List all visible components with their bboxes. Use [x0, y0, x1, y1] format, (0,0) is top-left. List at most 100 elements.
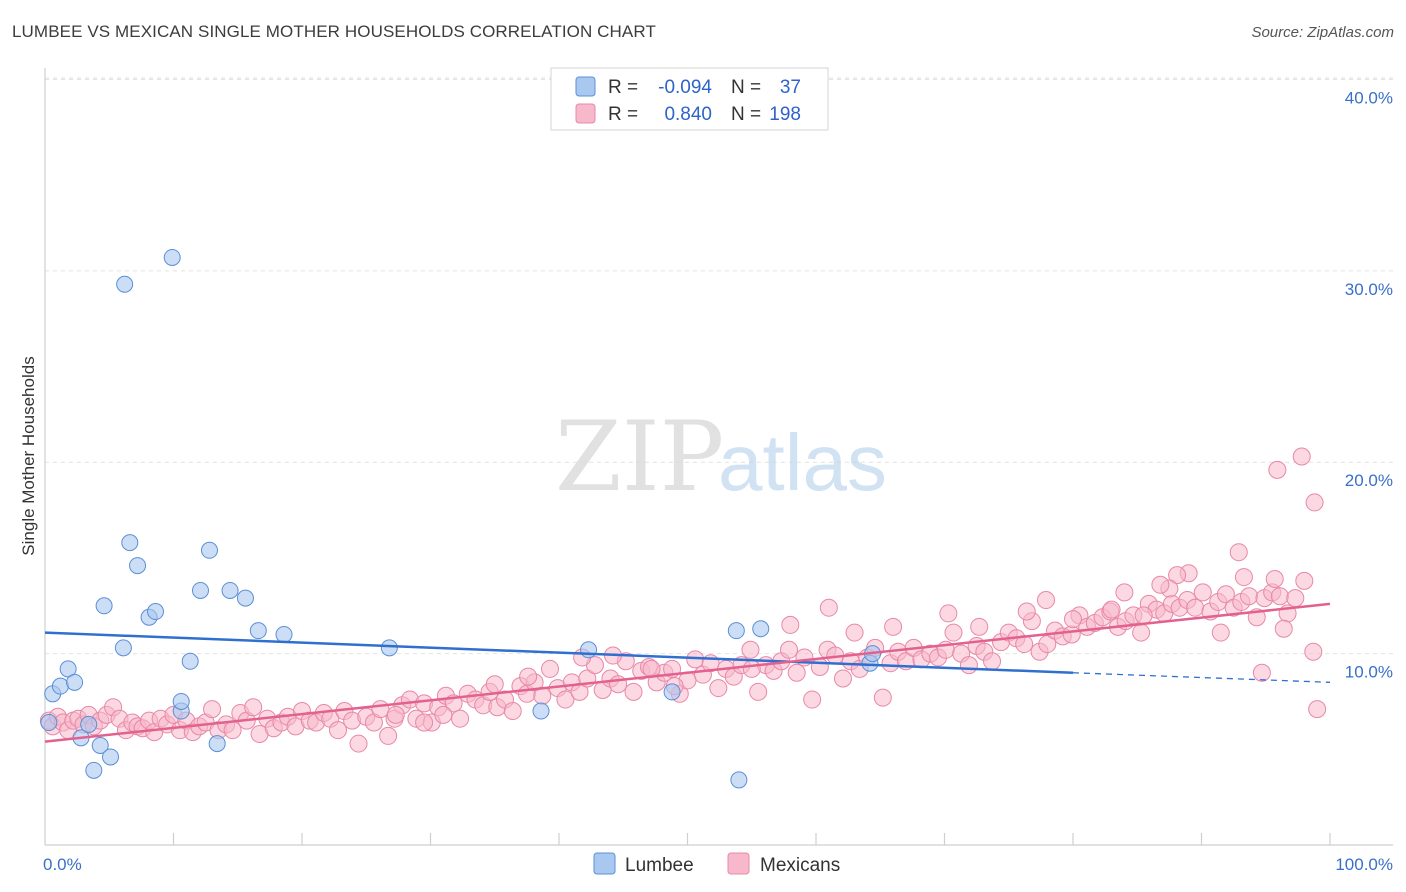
lumbee-point: [249, 622, 267, 640]
lumbee-point: [116, 275, 134, 293]
lumbee-point: [147, 603, 165, 621]
mexicans-point: [386, 705, 405, 724]
mexicans-point: [1295, 571, 1314, 590]
mexicans-point: [379, 726, 398, 745]
mexicans-point: [328, 721, 347, 740]
mexicans-point: [1308, 700, 1327, 719]
lumbee-point: [129, 557, 147, 575]
mexicans-point: [819, 598, 838, 617]
x-tick-label-max: 100.0%: [1335, 855, 1393, 874]
legend-bottom: Lumbee Mexicans: [593, 852, 840, 876]
y-axis-label: Single Mother Households: [19, 356, 38, 555]
mexicans-point: [485, 675, 504, 694]
mexicans-point: [1268, 460, 1287, 479]
lumbee-point: [51, 677, 69, 695]
mexicans-point: [541, 659, 560, 678]
watermark: ZIP atlas: [555, 401, 887, 513]
lumbee-point: [80, 715, 98, 733]
mexicans-point: [1211, 623, 1230, 642]
watermark-atlas: atlas: [718, 418, 887, 507]
mexicans-point: [845, 623, 864, 642]
mexicans-point: [741, 640, 760, 659]
y-tick-label: 40.0%: [1345, 88, 1393, 107]
lumbee-point: [102, 748, 120, 766]
mexicans-point: [1304, 642, 1323, 661]
mexicans-point: [1062, 625, 1081, 644]
mexicans-points: [39, 447, 1327, 753]
source-credit: Source: ZipAtlas.com: [1251, 24, 1394, 41]
mexicans-point: [833, 669, 852, 688]
mexicans-point: [349, 734, 368, 753]
mexicans-point: [803, 690, 822, 709]
mexicans-point: [810, 658, 829, 677]
mexicans-point: [1216, 585, 1235, 604]
legend-bottom-lumbee-swatch: [593, 852, 616, 875]
mexicans-point: [1038, 635, 1057, 654]
mexicans-point: [244, 698, 263, 717]
watermark-zip: ZIP: [555, 401, 724, 513]
mexicans-point: [1265, 569, 1284, 588]
mexicans-point: [1115, 583, 1134, 602]
lumbee-point: [727, 622, 745, 640]
x-ticks: [172, 833, 1331, 845]
legend-lumbee-n-label: N =: [731, 77, 761, 98]
mexicans-point: [959, 656, 978, 675]
lumbee-point: [752, 620, 770, 638]
mexicans-point: [1229, 543, 1248, 562]
mexicans-point: [1234, 568, 1253, 587]
mexicans-point: [1151, 575, 1170, 594]
lumbee-point: [191, 581, 209, 599]
mexicans-point: [1186, 598, 1205, 617]
mexicans-point: [1240, 587, 1259, 606]
y-tick-label: 30.0%: [1345, 280, 1393, 299]
mexicans-point: [519, 667, 538, 686]
mexicans-point: [1102, 600, 1121, 619]
mexicans-point: [624, 682, 643, 701]
lumbee-trend-extension: [1072, 672, 1331, 683]
mexicans-point: [203, 700, 222, 719]
legend-mexicans-r-value: 0.840: [664, 104, 712, 125]
lumbee-point: [663, 683, 681, 701]
lumbee-point: [380, 639, 398, 657]
mexicans-point: [503, 702, 522, 721]
mexicans-point: [709, 679, 728, 698]
mexicans-point: [1274, 619, 1293, 638]
mexicans-point: [609, 675, 628, 694]
trend-lines: [44, 602, 1331, 743]
mexicans-point: [415, 713, 434, 732]
y-tick-label: 20.0%: [1345, 471, 1393, 490]
mexicans-point: [939, 604, 958, 623]
mexicans-point: [787, 663, 806, 682]
mexicans-point: [1017, 602, 1036, 621]
mexicans-point: [434, 705, 453, 724]
mexicans-point: [1270, 587, 1289, 606]
legend-mexicans-r-label: R =: [608, 104, 638, 125]
legend-lumbee-n-value: 37: [780, 77, 801, 98]
mexicans-point: [749, 682, 768, 701]
lumbee-trend-line: [44, 631, 1074, 675]
mexicans-point: [944, 623, 963, 642]
lumbee-point: [236, 589, 254, 607]
mexicans-point: [780, 640, 799, 659]
lumbee-point: [172, 692, 190, 710]
legend-bottom-mexicans-swatch: [727, 852, 750, 875]
mexicans-point: [983, 652, 1002, 671]
y-tick-label: 10.0%: [1345, 663, 1393, 682]
mexicans-point: [556, 690, 575, 709]
legend-mexicans-n-label: N =: [731, 104, 761, 125]
mexicans-point: [884, 617, 903, 636]
lumbee-points: [40, 248, 882, 789]
mexicans-point: [1193, 583, 1212, 602]
lumbee-point: [580, 641, 598, 659]
lumbee-point: [163, 248, 181, 266]
lumbee-point: [730, 771, 748, 789]
y-tick-labels: 10.0% 20.0% 30.0% 40.0%: [1345, 88, 1393, 681]
mexicans-point: [1305, 493, 1324, 512]
mexicans-point: [1252, 663, 1271, 682]
legend-top-box: [550, 67, 829, 131]
lumbee-point: [181, 652, 199, 670]
legend-mexicans-n-value: 198: [769, 104, 801, 125]
mexicans-point: [873, 688, 892, 707]
lumbee-point: [114, 639, 132, 657]
